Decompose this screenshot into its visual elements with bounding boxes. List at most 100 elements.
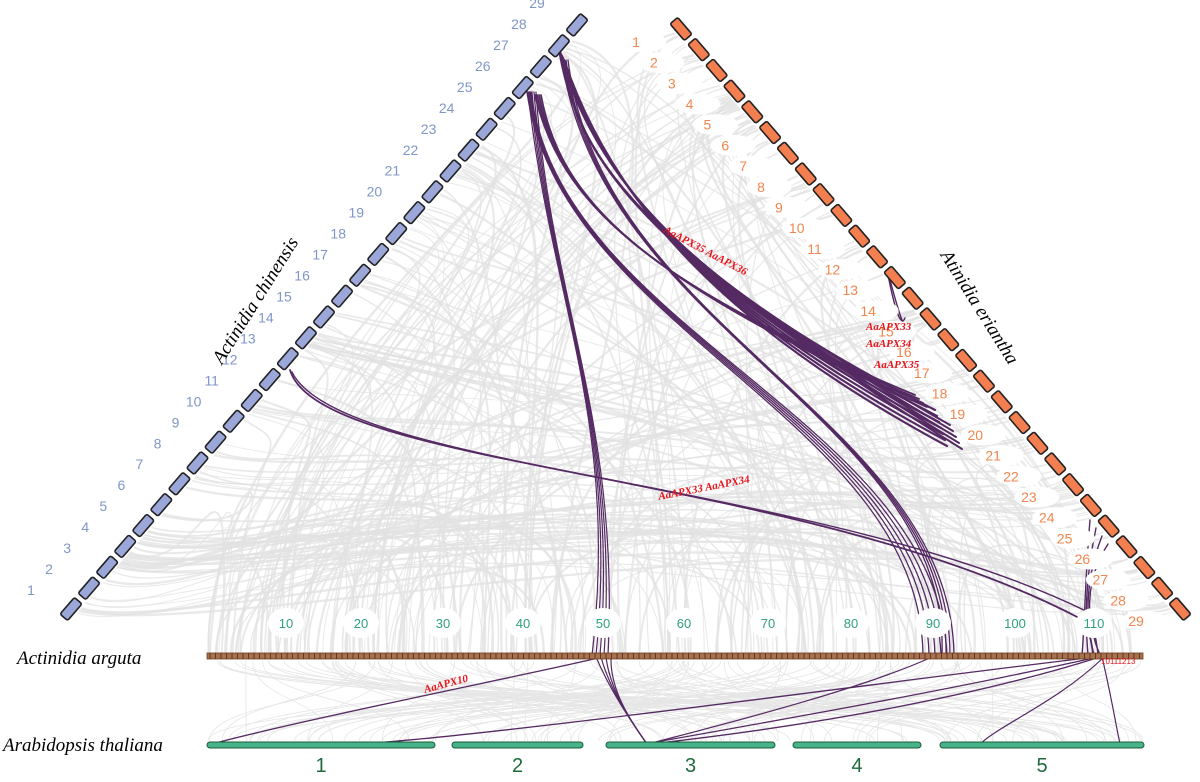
arguta-marker-label: 20 [354,616,368,631]
chinensis-chromosome-label: 17 [312,247,328,263]
eriantha-chromosome-block [1133,556,1155,579]
chinensis-chromosome-block [458,139,480,162]
chinensis-chromosome-label: 26 [475,58,491,74]
chinensis-chromosome-block [277,347,299,370]
chinensis-chromosome-label: 21 [385,163,401,179]
eriantha-chromosome-block [1062,473,1084,496]
eriantha-chromosome-block [830,204,852,227]
eriantha-chromosome-label: 19 [950,406,966,422]
chinensis-chromosome-label: 9 [172,414,180,430]
eriantha-chromosome-block [777,142,799,165]
chinensis-chromosome-label: 24 [439,100,455,116]
apx-link [1102,657,1120,744]
chinensis-chromosome-label: 18 [330,226,346,242]
eriantha-chromosome-block [759,121,781,144]
eriantha-chromosome-label: 9 [775,199,783,215]
eriantha-label-bubble [711,135,755,155]
eriantha-label-bubble [747,177,791,197]
chinensis-chromosome-label: 25 [457,79,473,95]
arguta-marker-label: 90 [926,616,940,631]
chinensis-chromosome-label: 3 [63,540,71,556]
eriantha-chromosome-block [706,59,728,82]
chinensis-chromosome-label: 6 [117,477,125,493]
eriantha-label-bubble [622,32,666,52]
eriantha-chromosome-block [688,38,710,61]
background-link [992,661,993,741]
eriantha-label-bubble [658,73,702,93]
arguta-marker-label: 110 [1084,616,1105,631]
chinensis-chromosome-block [168,472,190,495]
arguta-chromosome-axis [207,653,1143,659]
chinensis-chromosome-label: 27 [493,37,509,53]
arguta-marker-label: 70 [761,616,775,631]
chinensis-chromosome-label: 22 [403,142,419,158]
eriantha-chromosome-block [813,183,835,206]
chinensis-chromosome-block [259,368,281,391]
chinensis-chromosome-label: 28 [511,16,527,32]
chinensis-chromosome-block [548,34,570,57]
chinensis-chromosome-block [132,514,154,537]
chinensis-chromosome-block [331,285,353,308]
arguta-marker-label: 30 [436,616,450,631]
chinensis-chromosome-block [566,13,588,36]
eriantha-chromosome-block [866,245,888,268]
eriantha-label-bubble [765,197,809,217]
eriantha-chromosome-label: 7 [739,158,747,174]
chinensis-chromosome-block [494,97,516,120]
arguta-marker-label: 40 [516,616,530,631]
thaliana-chromosome-label: 5 [1036,755,1047,777]
species-label-eriantha: Atinidia eriantha [935,245,1023,368]
chinensis-chromosome-block [187,451,209,474]
chinensis-chromosome-label: 15 [276,289,292,305]
chinensis-chromosome-label: 19 [348,205,364,221]
eriantha-chromosome-block [1009,411,1031,434]
eriantha-chromosome-block [1098,515,1120,538]
eriantha-chromosome-block [991,390,1013,413]
chinensis-chromosome-label: 5 [99,498,107,514]
eriantha-chromosome-block [848,225,870,248]
chinensis-chromosome-label: 29 [529,0,545,11]
eriantha-chromosome-label: 18 [932,386,948,402]
eriantha-label-bubble [640,53,684,73]
chinensis-chromosome-block [241,389,263,412]
arguta-marker-label: 60 [677,616,691,631]
thaliana-chromosome-block [940,742,1144,748]
chinensis-chromosome-block [223,410,245,433]
chinensis-chromosome-label: 8 [154,435,162,451]
chinensis-chromosome-block [60,597,82,620]
eriantha-label-bubble [676,94,720,114]
eriantha-chromosome-block [1116,535,1138,558]
eriantha-chromosome-label: 25 [1057,530,1073,546]
chinensis-chromosome-block [385,222,407,245]
eriantha-chromosome-block [1169,597,1191,620]
eriantha-chromosome-label: 14 [860,303,876,319]
eriantha-chromosome-label: 23 [1021,489,1037,505]
chinensis-chromosome-label: 1 [27,582,35,598]
arguta-marker-label: 50 [596,616,610,631]
thaliana-chromosome-label: 3 [685,755,696,777]
chinensis-chromosome-block [78,577,100,600]
chinensis-chromosome-block [440,159,462,182]
eriantha-chromosome-label: 22 [1003,468,1019,484]
eriantha-chromosome-label: 1 [632,34,640,50]
thaliana-chromosome-label: 1 [315,755,326,777]
eriantha-chromosome-label: 4 [686,96,694,112]
thaliana-chromosome-block [207,742,435,748]
arguta-marker-label: 100 [1004,616,1026,631]
chinensis-chromosome-label: 20 [367,184,383,200]
eriantha-chromosome-block [955,349,977,372]
eriantha-chromosome-label: 5 [704,117,712,133]
chinensis-chromosome-label: 16 [294,268,310,284]
chinensis-chromosome-block [150,493,172,516]
chinensis-chromosome-block [313,305,335,328]
chinensis-chromosome-label: 4 [81,519,89,535]
chinensis-chromosome-block [421,180,443,203]
chinensis-chromosome-block [96,556,118,579]
eriantha-chromosome-label: 26 [1075,551,1091,567]
eriantha-chromosome-block [902,287,924,310]
eriantha-chromosome-label: 29 [1128,613,1144,629]
eriantha-chromosome-label: 8 [757,179,765,195]
